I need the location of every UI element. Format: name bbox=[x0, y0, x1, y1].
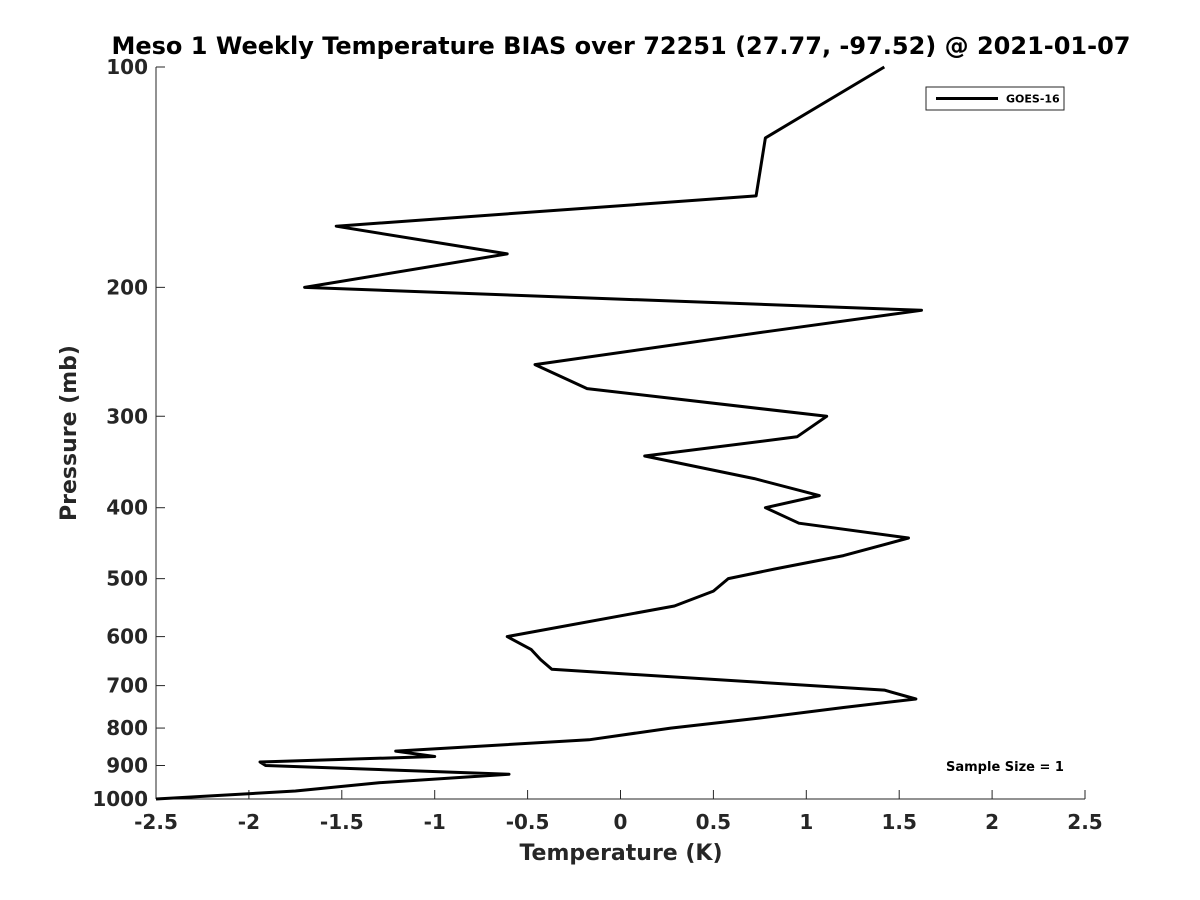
x-tick-label: 2.5 bbox=[1067, 810, 1102, 834]
y-tick-label: 600 bbox=[106, 625, 148, 649]
y-axis-ticks: 100 200 300 400 500 600 700 800 900 1000 bbox=[92, 55, 165, 811]
x-tick-label: -2.5 bbox=[134, 810, 178, 834]
x-tick-label: 2 bbox=[985, 810, 999, 834]
x-tick-label: 0 bbox=[614, 810, 628, 834]
x-tick-label: -1 bbox=[424, 810, 446, 834]
y-tick-label: 1000 bbox=[92, 787, 148, 811]
x-tick-label: 1 bbox=[799, 810, 813, 834]
y-tick-label: 500 bbox=[106, 567, 148, 591]
series-line-goes-16 bbox=[155, 65, 923, 801]
y-tick-label: 900 bbox=[106, 754, 148, 778]
x-axis-label: Temperature (K) bbox=[519, 841, 722, 866]
sample-size-annotation: Sample Size = 1 bbox=[946, 760, 1064, 775]
x-tick-label: -0.5 bbox=[506, 810, 550, 834]
y-tick-label: 400 bbox=[106, 496, 148, 520]
legend: GOES-16 bbox=[925, 86, 1065, 111]
chart-title: Meso 1 Weekly Temperature BIAS over 7225… bbox=[111, 32, 1130, 60]
y-tick-label: 100 bbox=[106, 55, 148, 79]
y-tick-label: 300 bbox=[106, 404, 148, 428]
x-tick-label: -1.5 bbox=[320, 810, 364, 834]
y-tick-label: 700 bbox=[106, 674, 148, 698]
x-tick-label: 0.5 bbox=[696, 810, 731, 834]
y-tick-label: 800 bbox=[106, 716, 148, 740]
axes-frame bbox=[155, 67, 1085, 800]
y-axis-label: Pressure (mb) bbox=[57, 345, 82, 521]
x-tick-label: 1.5 bbox=[881, 810, 916, 834]
x-tick-label: -2 bbox=[238, 810, 260, 834]
x-axis-ticks: -2.5 -2 -1.5 -1 -0.5 0 0.5 1 1.5 2 2.5 bbox=[134, 790, 1103, 834]
y-tick-label: 200 bbox=[106, 275, 148, 299]
legend-label-goes-16: GOES-16 bbox=[1006, 93, 1060, 106]
series-layer bbox=[155, 65, 923, 801]
